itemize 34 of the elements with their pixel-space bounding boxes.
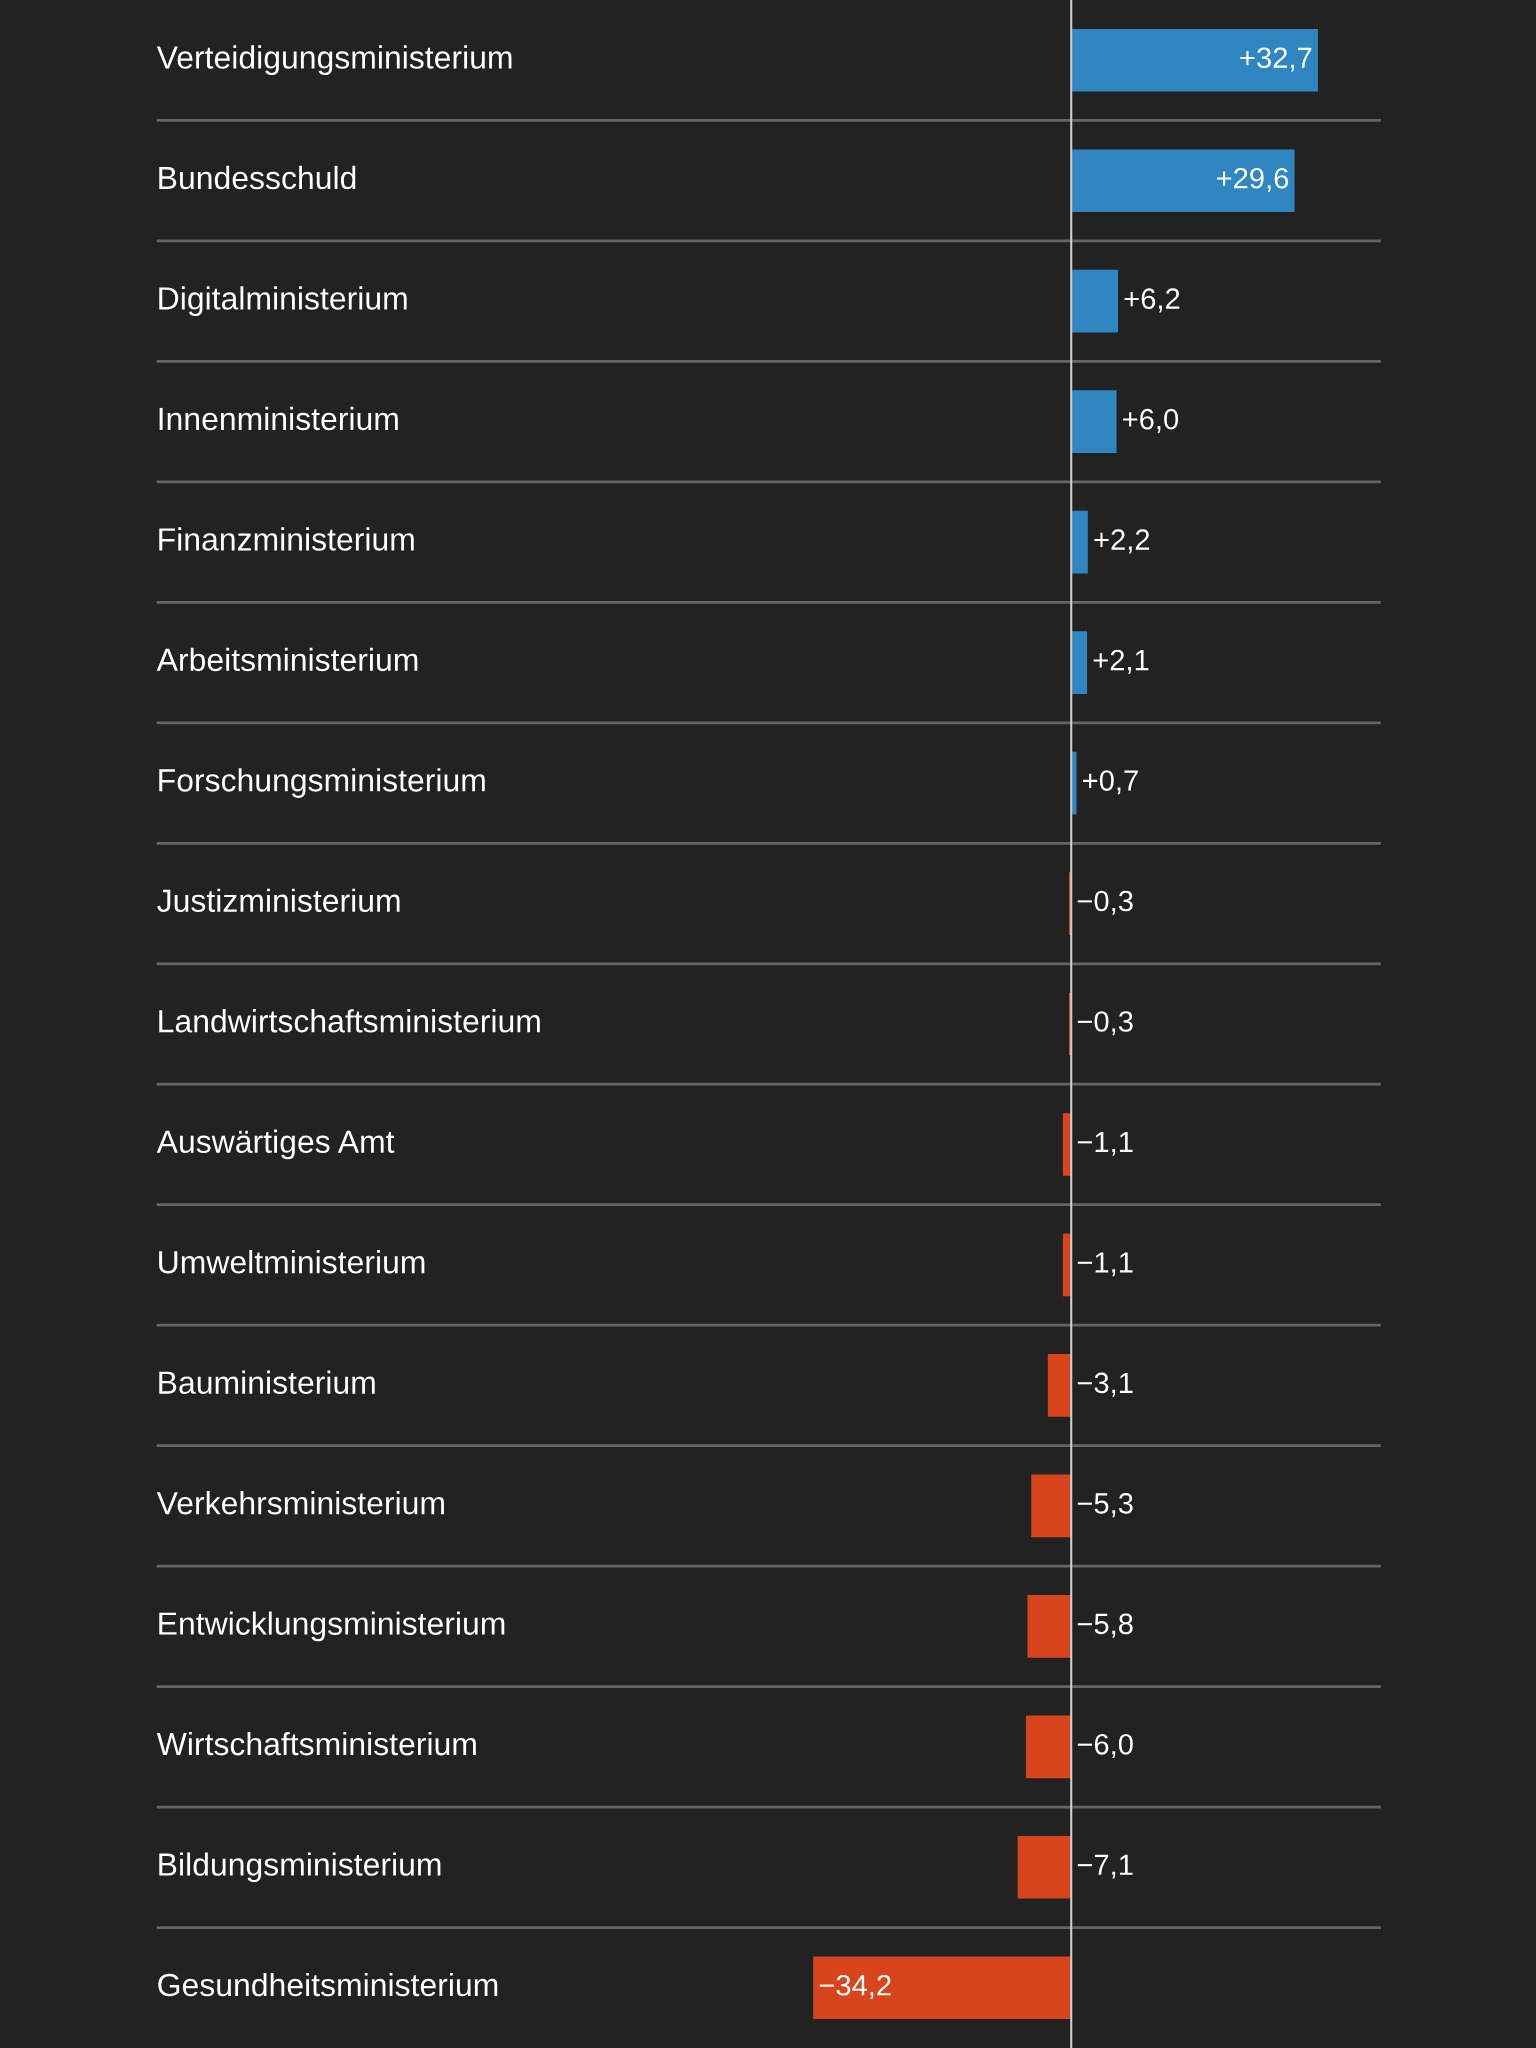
data-label: −5,3 bbox=[1077, 1493, 1133, 1518]
y-tick-label: Bundesschuld bbox=[159, 165, 356, 190]
y-tick-label: Verkehrsministerium bbox=[156, 1490, 444, 1515]
y-tick-label: Verteidigungsministerium bbox=[156, 45, 512, 76]
y-tick-label: Finanzministerium bbox=[159, 527, 414, 551]
data-label: −6,0 bbox=[1077, 1734, 1133, 1759]
data-label: −1,1 bbox=[1077, 1252, 1133, 1277]
data-label: +2,2 bbox=[1094, 529, 1150, 554]
data-label: +32,7 bbox=[1240, 47, 1312, 72]
y-tick-label: Bildungsministerium bbox=[159, 1852, 441, 1883]
data-label: +6,0 bbox=[1123, 408, 1179, 433]
data-label: −5,8 bbox=[1077, 1613, 1133, 1638]
data-label: +6,2 bbox=[1124, 288, 1180, 313]
data-label: +2,1 bbox=[1093, 649, 1149, 674]
y-tick-label: Bauministerium bbox=[159, 1370, 375, 1394]
y-tick-label: Arbeitsministerium bbox=[156, 647, 418, 672]
data-label: +29,6 bbox=[1217, 167, 1289, 192]
data-label: −1,1 bbox=[1077, 1131, 1133, 1156]
y-tick-label: Justizministerium bbox=[157, 888, 400, 913]
y-tick-label: Landwirtschaftsministerium bbox=[159, 1009, 540, 1033]
y-tick-label: Digitalministerium bbox=[159, 286, 407, 317]
y-tick-label: Wirtschaftsministerium bbox=[156, 1731, 476, 1756]
data-label: −7,1 bbox=[1077, 1854, 1133, 1879]
data-label: −0,3 bbox=[1077, 890, 1133, 915]
y-tick-label: Umweltministerium bbox=[159, 1250, 425, 1274]
y-tick-label: Entwicklungsministerium bbox=[159, 1611, 505, 1642]
data-label: −34,2 bbox=[819, 1974, 891, 2000]
y-tick-label: Auswärtiges Amt bbox=[156, 1129, 395, 1160]
data-label: +0,7 bbox=[1083, 770, 1138, 795]
data-label: −0,3 bbox=[1077, 1011, 1133, 1036]
y-tick-label: Innenministerium bbox=[159, 406, 398, 431]
y-tick-label: Gesundheitsministerium bbox=[158, 1972, 498, 1997]
data-label: −3,1 bbox=[1077, 1372, 1133, 1397]
y-tick-label: Forschungsministerium bbox=[159, 768, 485, 798]
